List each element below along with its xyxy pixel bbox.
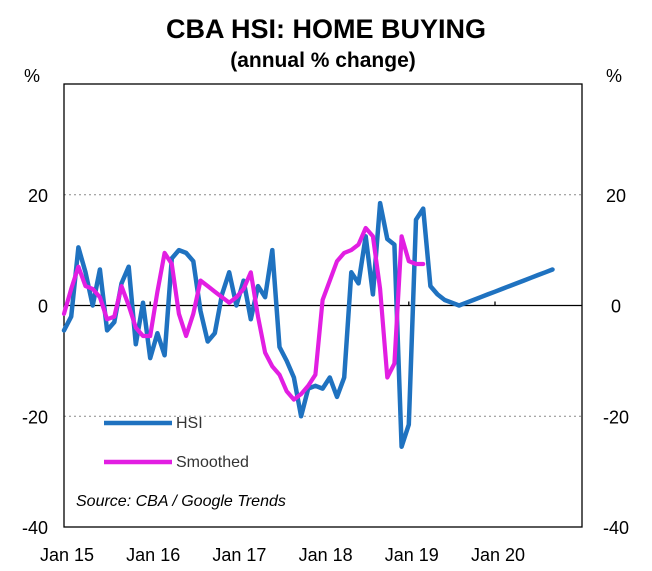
y-tick-label-left: -20 [22, 407, 48, 427]
legend-smoothed-label: Smoothed [176, 454, 249, 471]
y-tick-label-right: -20 [603, 407, 629, 427]
y-tick-label-right: -40 [603, 518, 629, 538]
chart-subtitle: (annual % change) [230, 49, 416, 72]
gridlines [64, 194, 582, 417]
y-unit-left: % [24, 66, 40, 86]
x-tick-label: Jan 15 [40, 545, 94, 565]
y-tick-label-left: -40 [22, 518, 48, 538]
y-tick-label-right: 20 [606, 186, 626, 206]
x-tick-label: Jan 16 [126, 545, 180, 565]
legend: HSI Smoothed [104, 415, 249, 471]
x-tick-label: Jan 20 [471, 545, 525, 565]
y-unit-right: % [606, 66, 622, 86]
x-axis: Jan 15 Jan 16 Jan 17 Jan 18 Jan 19 Jan 20 [40, 545, 525, 565]
series-lines [61, 200, 555, 449]
x-tick-label: Jan 17 [212, 545, 266, 565]
y-axis-right: 20 0 -20 -40 [603, 186, 629, 538]
x-tick-label: Jan 19 [385, 545, 439, 565]
source-note: Source: CBA / Google Trends [76, 493, 286, 510]
series-line-hsi [61, 200, 555, 449]
y-axis-left: 20 0 -20 -40 [22, 186, 48, 538]
y-tick-label-left: 0 [38, 297, 48, 317]
chart-title: CBA HSI: HOME BUYING [166, 14, 486, 44]
series-line-smoothed [61, 225, 426, 402]
y-tick-label-right: 0 [611, 297, 621, 317]
y-tick-label-left: 20 [28, 186, 48, 206]
legend-hsi-label: HSI [176, 415, 203, 432]
x-tick-label: Jan 18 [299, 545, 353, 565]
